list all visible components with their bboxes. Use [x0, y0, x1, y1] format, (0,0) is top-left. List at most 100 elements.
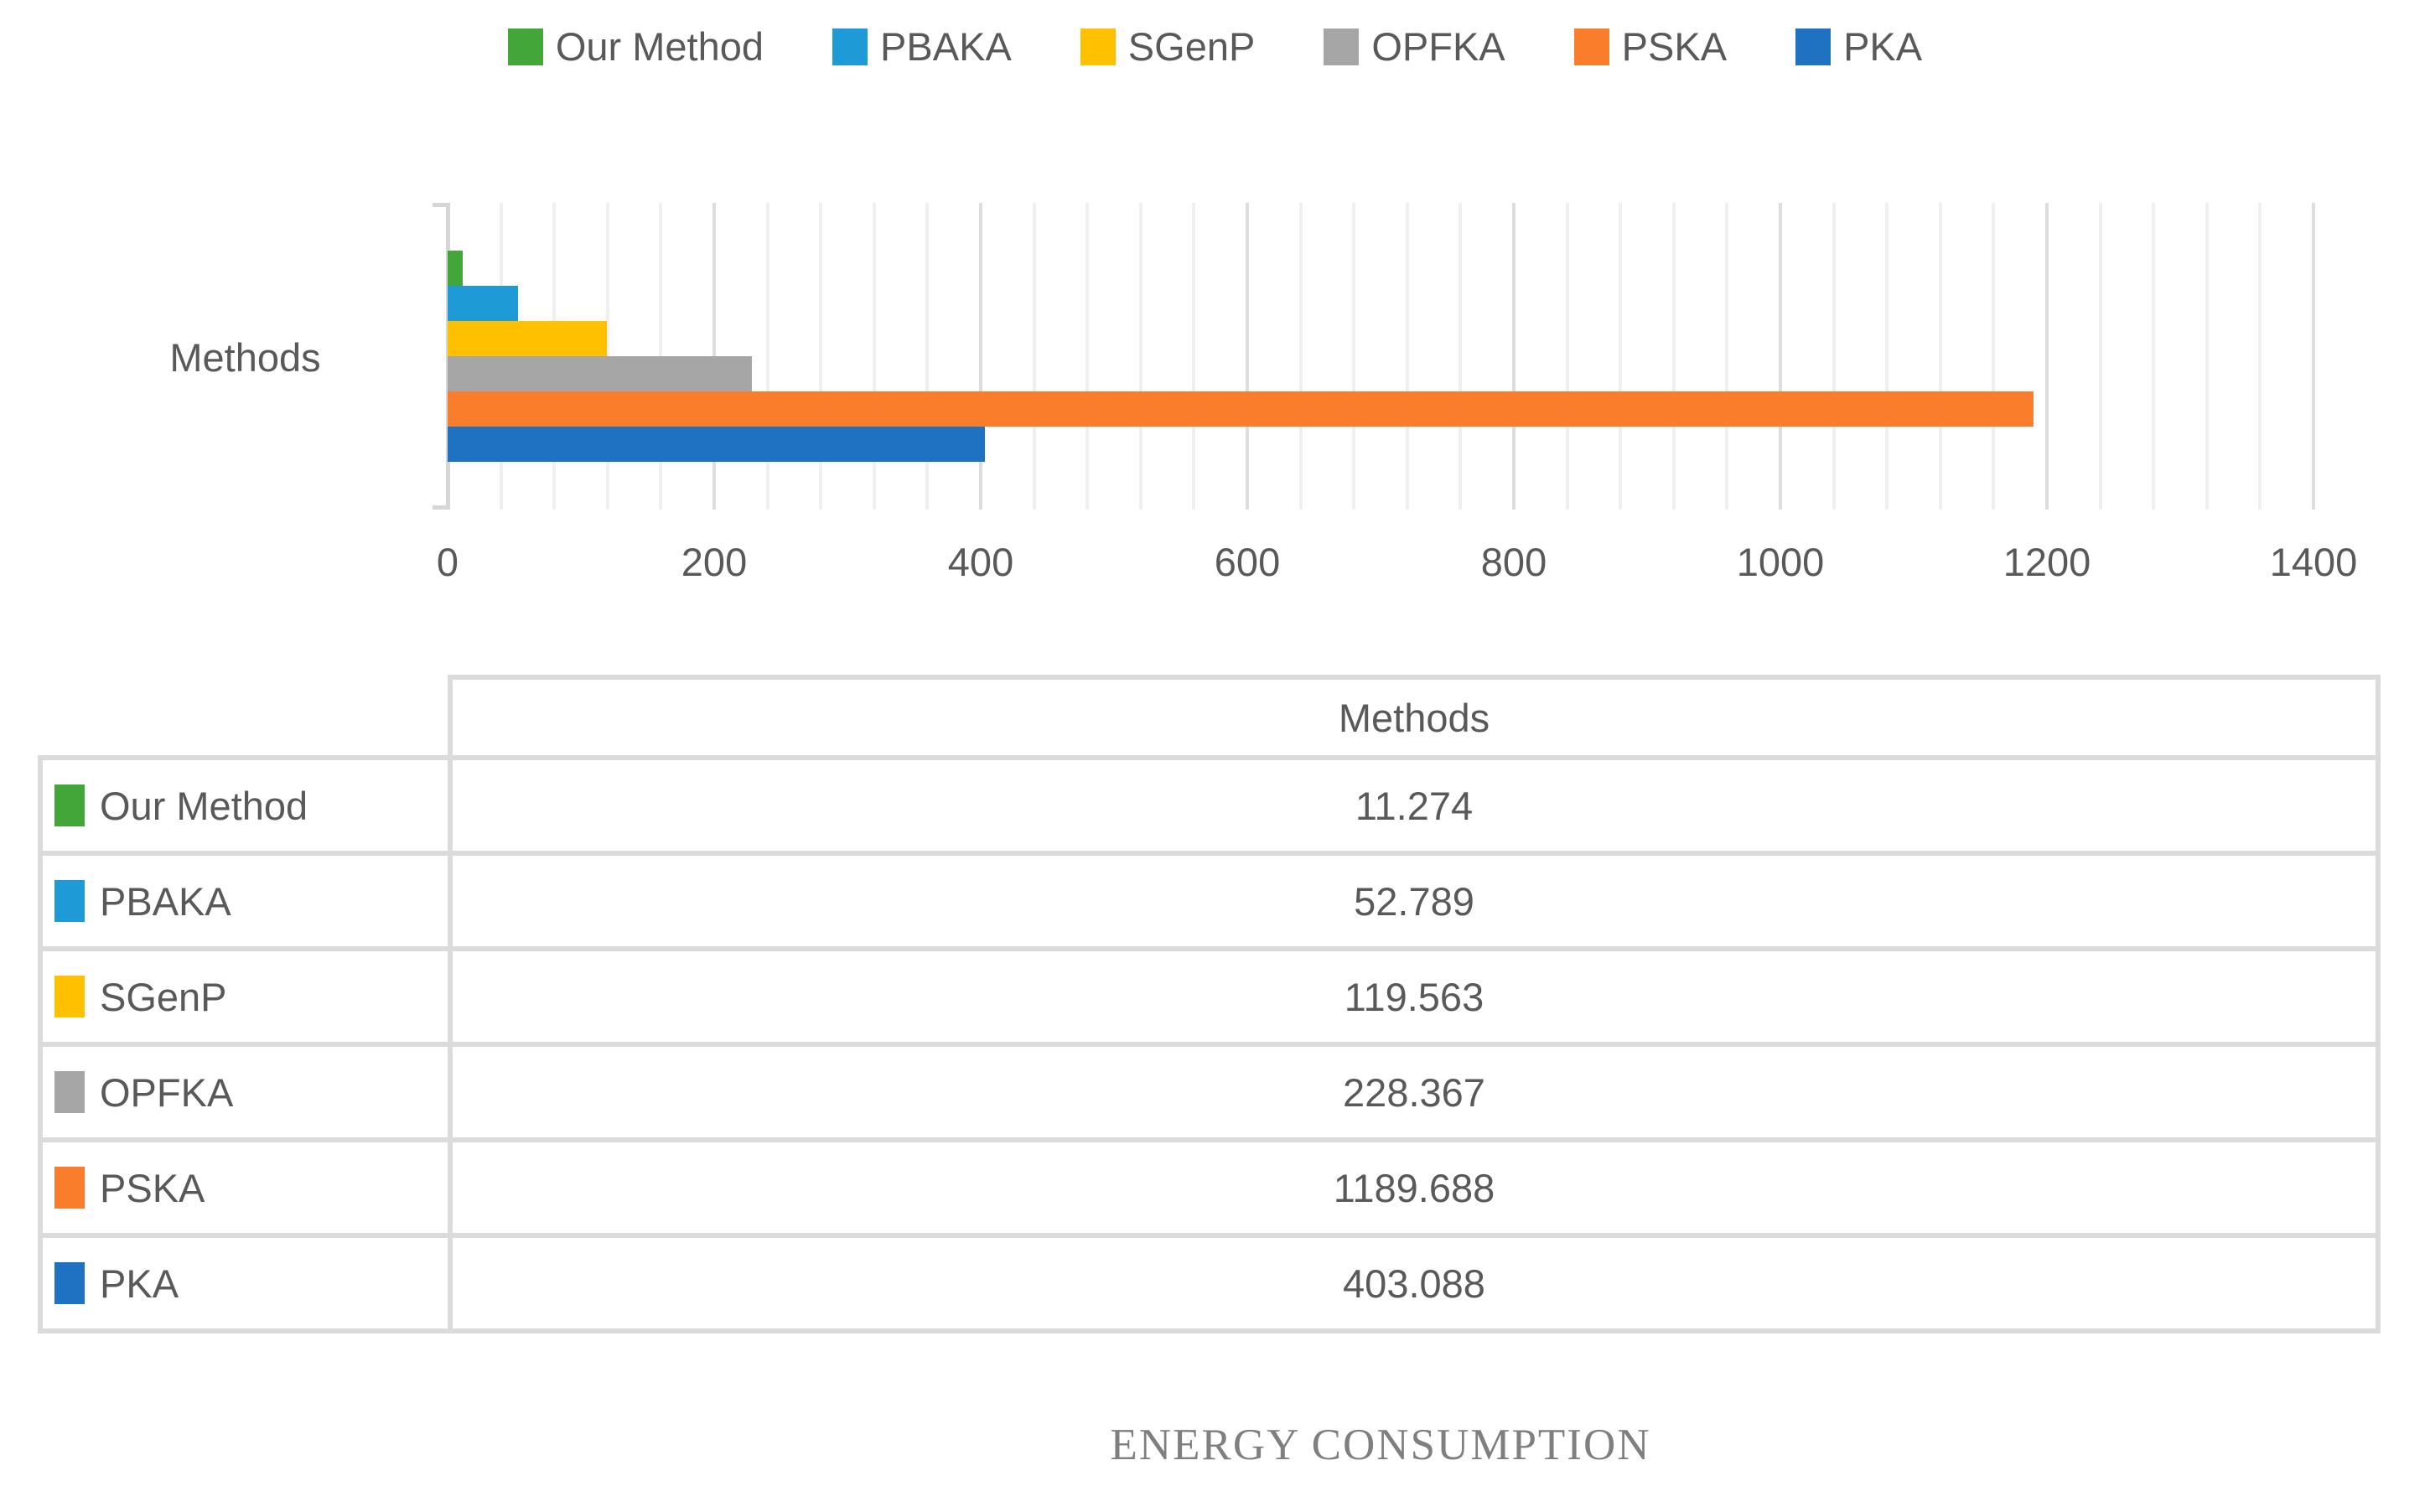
gridline — [1298, 203, 1303, 510]
bar-group — [448, 251, 2313, 462]
y-axis-title: Methods — [169, 335, 321, 380]
series-swatch-icon — [54, 1261, 85, 1304]
gridline — [1671, 203, 1676, 510]
x-tick-label: 400 — [947, 540, 1014, 584]
gridline — [1992, 203, 1996, 510]
bar-sgenp — [448, 321, 608, 356]
legend-label: SGenP — [1127, 24, 1256, 69]
gridline — [1085, 203, 1090, 510]
table-row-value: 119.563 — [448, 946, 2381, 1047]
legend-label: PBAKA — [880, 24, 1012, 69]
chart-title: ENERGY CONSUMPTION — [1110, 1421, 1651, 1469]
x-tick-label: 0 — [436, 540, 459, 584]
gridline — [1938, 203, 1942, 510]
gridline — [1832, 203, 1836, 510]
x-axis: 0 200 400 600 800 1000 1200 1400 — [437, 539, 2357, 589]
gridline — [2312, 203, 2315, 510]
table-row: PBAKA 52.789 — [38, 851, 2381, 951]
gridline — [2152, 203, 2156, 510]
bar-pka — [448, 427, 985, 462]
plot-area — [433, 203, 2315, 510]
series-name: PKA — [100, 1261, 179, 1306]
gridline — [1779, 203, 1782, 510]
x-tick-label: 800 — [1480, 540, 1547, 584]
gridline — [1246, 203, 1249, 510]
table-row: PKA 403.088 — [38, 1233, 2381, 1333]
data-table: Methods Our Method 11.274 PBAKA 52.789 S… — [38, 675, 2381, 1333]
gridline — [1885, 203, 1889, 510]
table-corner-cell — [40, 677, 450, 758]
gridline — [819, 203, 823, 510]
table-row: OPFKA 228.367 — [38, 1042, 2381, 1142]
series-name: OPFKA — [100, 1069, 234, 1115]
series-swatch-icon — [54, 1166, 85, 1209]
gridline — [1192, 203, 1196, 510]
table-row-value: 11.274 — [448, 755, 2381, 856]
gridline — [1565, 203, 1569, 510]
category-axis-tick-top — [433, 203, 448, 207]
series-swatch-icon — [54, 975, 85, 1017]
legend-swatch-pka — [1795, 28, 1832, 65]
table-column-header: Methods — [448, 675, 2381, 760]
table-row-value: 403.088 — [448, 1233, 2381, 1333]
legend-item-opfka: OPFKA — [1324, 27, 1505, 66]
chart-legend: Our Method PBAKA SGenP OPFKA PSKA PKA — [0, 27, 2430, 66]
gridline — [765, 203, 769, 510]
table-row-label: PSKA — [38, 1137, 453, 1238]
legend-swatch-opfka — [1324, 28, 1360, 65]
table-row-label: SGenP — [38, 946, 453, 1047]
table-row-label: Our Method — [38, 755, 453, 856]
legend-swatch-sgenp — [1080, 28, 1116, 65]
series-name: Our Method — [100, 783, 308, 828]
gridline — [1619, 203, 1623, 510]
table-row: SGenP 119.563 — [38, 946, 2381, 1047]
legend-item-our-method: Our Method — [507, 24, 764, 69]
legend-item-sgenp: SGenP — [1080, 24, 1256, 69]
legend-item-pska: PSKA — [1573, 24, 1728, 69]
bar-opfka — [448, 356, 753, 391]
x-tick-label: 1400 — [2269, 540, 2358, 584]
series-name: SGenP — [100, 974, 227, 1019]
legend-swatch-pska — [1573, 28, 1609, 65]
gridline — [1459, 203, 1463, 510]
table-row-value: 1189.688 — [448, 1137, 2381, 1238]
table-row-label: PKA — [38, 1233, 453, 1333]
table-row: PSKA 1189.688 — [38, 1137, 2381, 1238]
gridline — [1138, 203, 1142, 510]
category-axis-tick-bottom — [433, 505, 448, 510]
gridline — [979, 203, 982, 510]
table-row: Our Method 11.274 — [38, 755, 2381, 856]
gridline — [1032, 203, 1036, 510]
series-name: PSKA — [100, 1165, 205, 1210]
gridline — [2045, 203, 2049, 510]
legend-swatch-pbaka — [832, 28, 868, 65]
legend-label: Our Method — [555, 24, 764, 69]
gridline — [2205, 203, 2209, 510]
legend-label: PKA — [1843, 24, 1923, 69]
gridline — [1512, 203, 1516, 510]
legend-swatch-our-method — [507, 28, 543, 65]
legend-item-pbaka: PBAKA — [832, 27, 1012, 66]
bar-pbaka — [448, 286, 518, 321]
gridline — [1352, 203, 1356, 510]
legend-item-pka: PKA — [1795, 27, 1922, 66]
bar-our-method — [448, 251, 463, 286]
table-row-label: OPFKA — [38, 1042, 453, 1142]
gridline — [872, 203, 876, 510]
series-name: PBAKA — [100, 878, 231, 924]
series-swatch-icon — [54, 784, 85, 826]
series-swatch-icon — [54, 879, 85, 922]
gridline — [925, 203, 930, 510]
gridline — [2098, 203, 2102, 510]
legend-label: OPFKA — [1371, 24, 1505, 69]
bar-pska — [448, 391, 2034, 427]
gridline — [1405, 203, 1409, 510]
legend-label: PSKA — [1621, 24, 1728, 69]
gridline — [2258, 203, 2262, 510]
series-swatch-icon — [54, 1070, 85, 1113]
table-row-value: 228.367 — [448, 1042, 2381, 1142]
gridline — [1725, 203, 1729, 510]
x-tick-label: 1200 — [2003, 540, 2091, 584]
x-tick-label: 600 — [1214, 540, 1281, 584]
